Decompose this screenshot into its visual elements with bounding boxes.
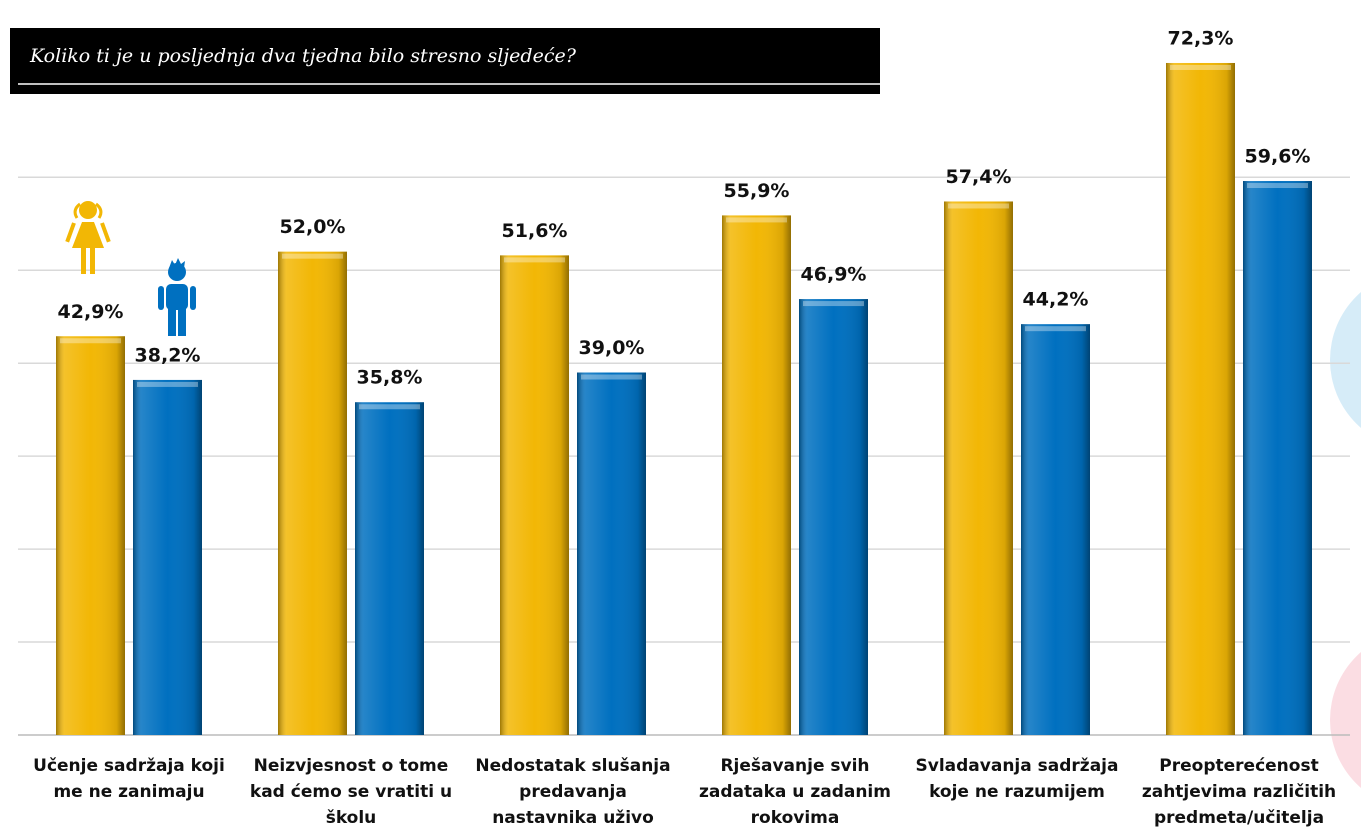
- bar-shade: [500, 255, 569, 735]
- bar-shade: [799, 299, 868, 735]
- value-label: 35,8%: [357, 367, 423, 389]
- bar-shade: [355, 402, 424, 735]
- x-tick-label: Rješavanje svih zadataka u zadanim rokov…: [699, 756, 891, 828]
- bar-shade: [1166, 62, 1235, 735]
- chart-title: Koliko ti je u posljednja dva tjedna bil…: [29, 45, 577, 67]
- x-tick-label: Preopterećenost zahtjevima različitih pr…: [1141, 756, 1337, 828]
- bar-shade: [577, 372, 646, 735]
- title-box: [10, 28, 880, 94]
- bar-bevel: [803, 301, 864, 307]
- x-tick-label: Svladavanja sadržaja koje ne razumijem: [915, 756, 1119, 802]
- value-label: 51,6%: [502, 220, 568, 242]
- bar-shade: [133, 379, 202, 735]
- bar-shade: [722, 215, 791, 735]
- decor-circle: [1330, 292, 1361, 428]
- bar-bevel: [359, 404, 420, 410]
- bar-bevel: [1025, 326, 1086, 332]
- bar-bevel: [137, 381, 198, 387]
- bar-bevel: [504, 257, 565, 263]
- value-label: 39,0%: [579, 337, 645, 359]
- value-label: 55,9%: [724, 180, 790, 202]
- bar-bevel: [948, 203, 1009, 209]
- boy-icon: [158, 258, 196, 336]
- value-label: 38,2%: [135, 344, 201, 366]
- bar-shade: [56, 336, 125, 735]
- bar-shade: [1021, 324, 1090, 735]
- value-label: 59,6%: [1245, 146, 1311, 168]
- value-label: 46,9%: [801, 264, 867, 286]
- decor-circle: [1330, 652, 1361, 788]
- value-label: 42,9%: [58, 301, 124, 323]
- bar-bevel: [1247, 183, 1308, 189]
- value-label: 72,3%: [1168, 27, 1234, 49]
- x-tick-label: Neizvjesnost o tome kad ćemo se vratiti …: [249, 756, 453, 828]
- value-label: 52,0%: [280, 216, 346, 238]
- value-label: 57,4%: [946, 166, 1012, 188]
- bar-bevel: [726, 217, 787, 223]
- bar-bevel: [581, 374, 642, 380]
- x-tick-label: Učenje sadržaja koji me ne zanimaju: [33, 756, 225, 802]
- x-tick-label: Nedostatak slušanja predavanja nastavnik…: [475, 756, 671, 828]
- bar-shade: [278, 251, 347, 735]
- girl-icon: [65, 201, 111, 274]
- bar-bevel: [60, 338, 121, 344]
- value-label: 44,2%: [1023, 289, 1089, 311]
- bar-shade: [1243, 181, 1312, 735]
- bar-bevel: [282, 253, 343, 259]
- bar-shade: [944, 201, 1013, 735]
- bar-bevel: [1170, 64, 1231, 70]
